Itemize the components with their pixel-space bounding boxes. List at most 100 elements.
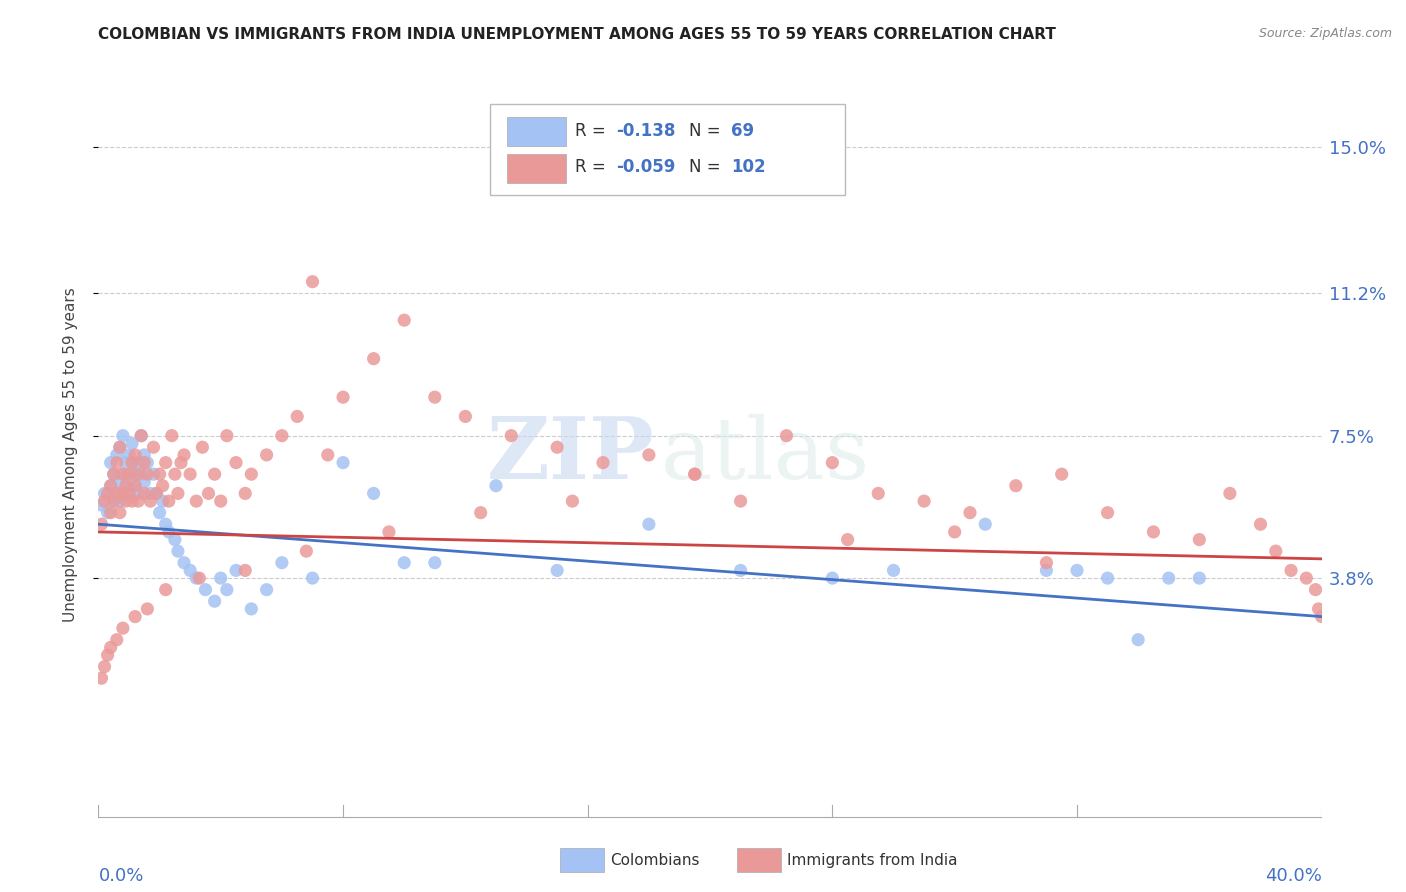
Point <box>124 479 146 493</box>
Point <box>118 486 141 500</box>
Point <box>118 448 141 462</box>
Point <box>240 467 263 482</box>
FancyBboxPatch shape <box>508 153 565 183</box>
Point <box>134 456 156 470</box>
Point <box>1249 517 1271 532</box>
Point <box>215 582 238 597</box>
Text: Source: ZipAtlas.com: Source: ZipAtlas.com <box>1258 27 1392 40</box>
Point <box>1310 609 1333 624</box>
Point <box>1035 563 1057 577</box>
Point <box>149 506 172 520</box>
Point <box>1142 524 1164 539</box>
Point <box>215 428 238 442</box>
Point <box>134 475 156 489</box>
Point <box>124 479 146 493</box>
Point <box>105 632 128 647</box>
Point <box>145 486 167 500</box>
Point <box>93 486 115 500</box>
Point <box>111 467 134 482</box>
Text: Immigrants from India: Immigrants from India <box>787 853 957 868</box>
Text: 0.0%: 0.0% <box>98 867 143 885</box>
Point <box>191 440 214 454</box>
Point <box>683 467 706 482</box>
Point <box>108 494 131 508</box>
Point <box>97 648 120 662</box>
Point <box>155 582 177 597</box>
Point <box>485 479 508 493</box>
Point <box>1219 486 1241 500</box>
Point <box>821 456 844 470</box>
Point <box>1050 467 1073 482</box>
Point <box>111 486 134 500</box>
Point <box>186 571 208 585</box>
Point <box>103 467 125 482</box>
Point <box>149 467 172 482</box>
Point <box>118 486 141 500</box>
Point <box>93 494 115 508</box>
Point <box>316 448 339 462</box>
Point <box>637 448 661 462</box>
Text: -0.138: -0.138 <box>616 122 675 140</box>
Point <box>108 475 131 489</box>
Point <box>108 506 131 520</box>
Point <box>270 428 292 442</box>
Point <box>124 609 146 624</box>
Point <box>127 456 149 470</box>
Point <box>136 467 159 482</box>
Point <box>167 544 190 558</box>
Text: N =: N = <box>689 122 725 140</box>
Point <box>186 494 208 508</box>
Text: 102: 102 <box>731 159 765 177</box>
Point <box>837 533 859 547</box>
Point <box>157 494 180 508</box>
Point <box>868 486 890 500</box>
Point <box>378 524 401 539</box>
Point <box>136 456 159 470</box>
Point <box>129 428 152 442</box>
Point <box>1279 563 1302 577</box>
Point <box>233 486 256 500</box>
Point <box>145 486 167 500</box>
Point <box>363 351 385 366</box>
Point <box>134 448 156 462</box>
Point <box>97 506 120 520</box>
Point <box>121 456 143 470</box>
Point <box>209 494 232 508</box>
Point <box>197 486 219 500</box>
Point <box>152 494 174 508</box>
Point <box>301 571 323 585</box>
Point <box>546 563 568 577</box>
Point <box>108 440 131 454</box>
Point <box>240 602 263 616</box>
Point <box>118 467 141 482</box>
Point <box>103 494 125 508</box>
Point <box>152 479 174 493</box>
Y-axis label: Unemployment Among Ages 55 to 59 years: Unemployment Among Ages 55 to 59 years <box>63 287 77 623</box>
Point <box>883 563 905 577</box>
Point <box>912 494 935 508</box>
Point <box>1295 571 1317 585</box>
Point <box>423 556 446 570</box>
Point <box>1157 571 1180 585</box>
Point <box>1097 506 1119 520</box>
Text: R =: R = <box>575 122 612 140</box>
Point <box>1035 556 1057 570</box>
Point <box>163 533 186 547</box>
Point <box>233 563 256 577</box>
Point <box>160 428 183 442</box>
Text: N =: N = <box>689 159 725 177</box>
Point <box>204 467 226 482</box>
Point <box>683 467 706 482</box>
Point <box>943 524 966 539</box>
Point <box>256 582 278 597</box>
Point <box>142 467 165 482</box>
Point <box>179 563 201 577</box>
Point <box>115 494 138 508</box>
Point <box>470 506 492 520</box>
Point <box>155 456 177 470</box>
Point <box>105 486 128 500</box>
Point <box>392 313 416 327</box>
Point <box>111 486 134 500</box>
Point <box>157 524 180 539</box>
Point <box>134 486 156 500</box>
